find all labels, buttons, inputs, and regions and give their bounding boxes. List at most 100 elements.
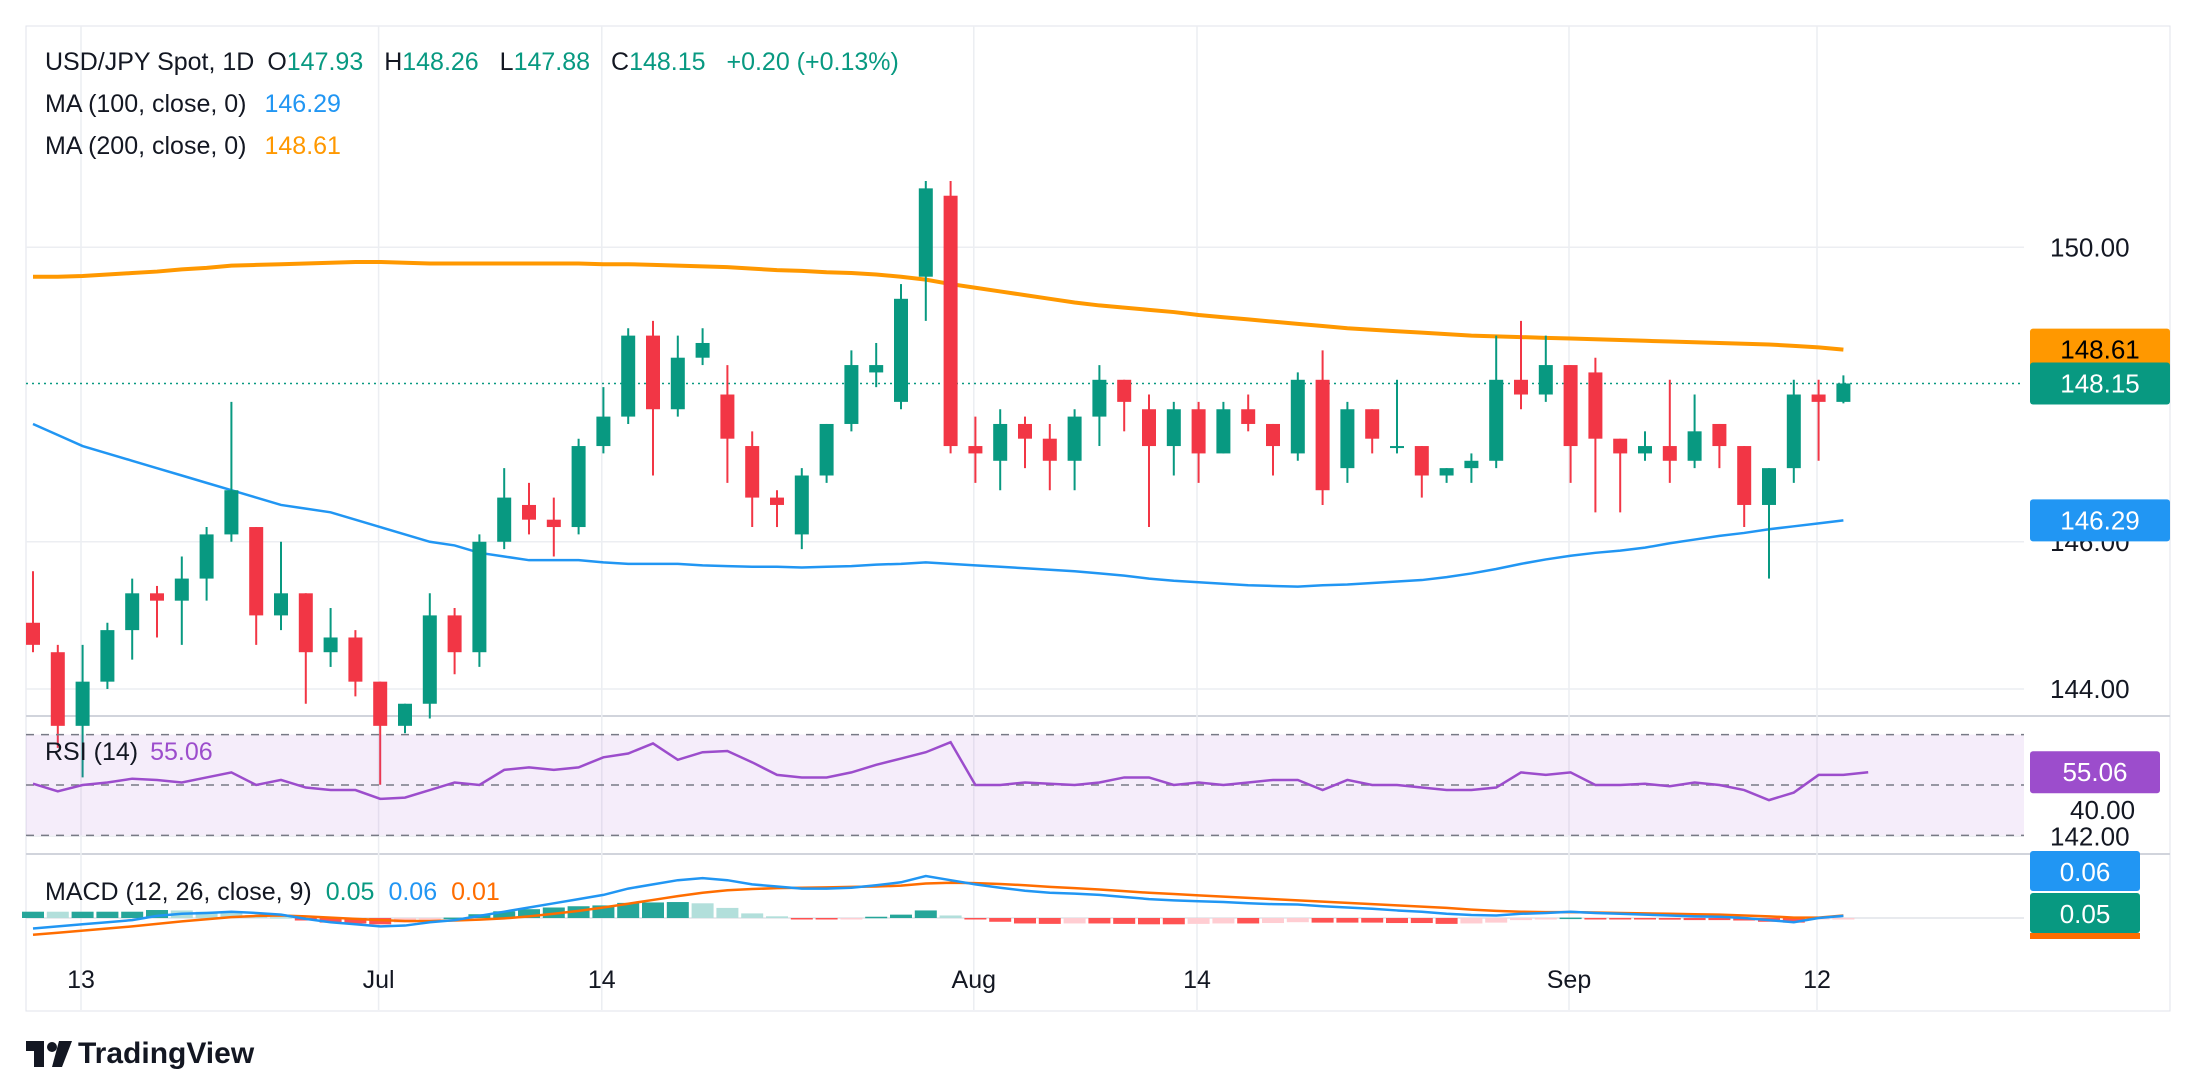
candle bbox=[819, 423, 834, 483]
macd-histogram-bar bbox=[1113, 918, 1136, 924]
candle-body bbox=[1315, 379, 1330, 491]
candle-body bbox=[274, 593, 288, 616]
price-badge bbox=[2030, 328, 2170, 371]
macd-histogram-bar bbox=[1311, 918, 1334, 923]
macd-histogram-bar bbox=[1063, 918, 1086, 924]
candle-body bbox=[943, 195, 958, 447]
tradingview-logo[interactable]: TradingView bbox=[26, 1036, 254, 1071]
candle-body bbox=[1092, 379, 1107, 417]
candle-body bbox=[100, 630, 115, 682]
macd-histogram-bar bbox=[518, 909, 540, 918]
candle-body bbox=[422, 615, 437, 704]
candle-body bbox=[695, 342, 710, 358]
candle bbox=[1563, 365, 1578, 483]
candle bbox=[1737, 446, 1752, 528]
macd-histogram-bar bbox=[195, 911, 218, 918]
symbol-label: USD/JPY Spot, 1D bbox=[45, 48, 255, 76]
price-tick-label: 142.00 bbox=[2050, 821, 2130, 851]
macd-histogram-bar bbox=[865, 916, 888, 919]
candle-body bbox=[1142, 409, 1156, 447]
candle-body bbox=[1762, 468, 1776, 505]
candle bbox=[1340, 401, 1355, 483]
candle bbox=[770, 490, 784, 528]
candle bbox=[398, 703, 412, 734]
rsi-line bbox=[32, 740, 1869, 802]
candle bbox=[745, 431, 760, 528]
candle-body bbox=[174, 578, 189, 601]
candle bbox=[1538, 335, 1553, 402]
rsi-tick-label: 40.00 bbox=[2070, 795, 2135, 825]
macd-badge bbox=[2030, 851, 2140, 891]
rsi-badge-label: 55.06 bbox=[2062, 757, 2127, 787]
candle bbox=[1514, 320, 1528, 410]
candle bbox=[794, 468, 809, 550]
candle-body bbox=[125, 593, 140, 631]
candle bbox=[373, 681, 388, 785]
macd-histogram-bar bbox=[96, 911, 119, 918]
candle-body bbox=[1638, 446, 1652, 454]
candle-body bbox=[323, 637, 338, 653]
candle bbox=[249, 527, 264, 645]
ma200-label: MA (200, close, 0) bbox=[45, 132, 247, 160]
candle-body bbox=[1439, 468, 1454, 476]
macd-histogram-bar bbox=[914, 910, 937, 918]
candle-body bbox=[1712, 423, 1727, 447]
candle-body bbox=[1241, 409, 1256, 424]
candle-body bbox=[1191, 409, 1206, 454]
macd-histogram-bar bbox=[1584, 918, 1607, 920]
price-tick-label: 150.00 bbox=[2050, 232, 2130, 262]
change-value: +0.20 (+0.13%) bbox=[726, 48, 899, 76]
candle-body bbox=[1067, 416, 1082, 461]
macd-histogram-bar bbox=[1014, 918, 1036, 924]
candle bbox=[1687, 394, 1702, 469]
macd-histogram-bar bbox=[1559, 917, 1582, 920]
signal-value: 0.06 bbox=[388, 878, 438, 906]
macd-histogram-bar bbox=[443, 917, 466, 920]
macd-histogram-bar bbox=[939, 915, 962, 918]
ma100-label: MA (100, close, 0) bbox=[45, 90, 247, 118]
macd-histogram-bar bbox=[121, 911, 144, 918]
macd-histogram-bar bbox=[1510, 918, 1532, 921]
candle-body bbox=[1836, 383, 1851, 402]
candle bbox=[472, 534, 487, 667]
candle bbox=[298, 593, 313, 704]
candle bbox=[100, 622, 115, 690]
candle bbox=[348, 630, 363, 697]
brand-name: TradingView bbox=[78, 1037, 255, 1071]
macd-histogram-bar bbox=[1658, 918, 1681, 920]
candle-body bbox=[670, 357, 685, 410]
candle bbox=[75, 644, 90, 778]
candle bbox=[26, 571, 40, 653]
rsi-badge bbox=[2030, 751, 2160, 794]
candle bbox=[1018, 416, 1032, 469]
candle-body bbox=[869, 365, 884, 373]
ma100-legend: MA (100, close, 0) 146.29 bbox=[45, 90, 347, 119]
candle bbox=[199, 527, 214, 601]
x-tick-label: Jul bbox=[363, 966, 395, 994]
candle-body bbox=[1365, 409, 1380, 439]
macd-histogram-bar bbox=[1361, 918, 1384, 923]
candle-body bbox=[918, 188, 933, 277]
macd-histogram-bar bbox=[1683, 918, 1706, 921]
tradingview-logo-icon bbox=[26, 1041, 72, 1068]
macd-badge bbox=[2030, 893, 2140, 933]
candle-body bbox=[621, 335, 636, 417]
candle bbox=[1166, 401, 1181, 476]
ma100-line bbox=[32, 422, 1844, 588]
candle bbox=[1638, 431, 1652, 461]
price-badge-label: 148.61 bbox=[2060, 335, 2140, 365]
candle bbox=[968, 416, 983, 483]
candle-body bbox=[75, 681, 90, 726]
candle-body bbox=[150, 593, 164, 601]
ma200-value: 148.61 bbox=[264, 132, 341, 160]
candle bbox=[1414, 446, 1429, 498]
candle bbox=[1613, 438, 1628, 513]
candle bbox=[497, 468, 512, 550]
macd-legend: MACD (12, 26, close, 9) 0.05 0.06 0.01 bbox=[45, 878, 506, 907]
candle bbox=[918, 181, 933, 321]
candle bbox=[894, 284, 908, 410]
candle bbox=[993, 409, 1008, 491]
candle bbox=[224, 401, 239, 542]
macd-histogram-bar bbox=[1832, 918, 1855, 920]
